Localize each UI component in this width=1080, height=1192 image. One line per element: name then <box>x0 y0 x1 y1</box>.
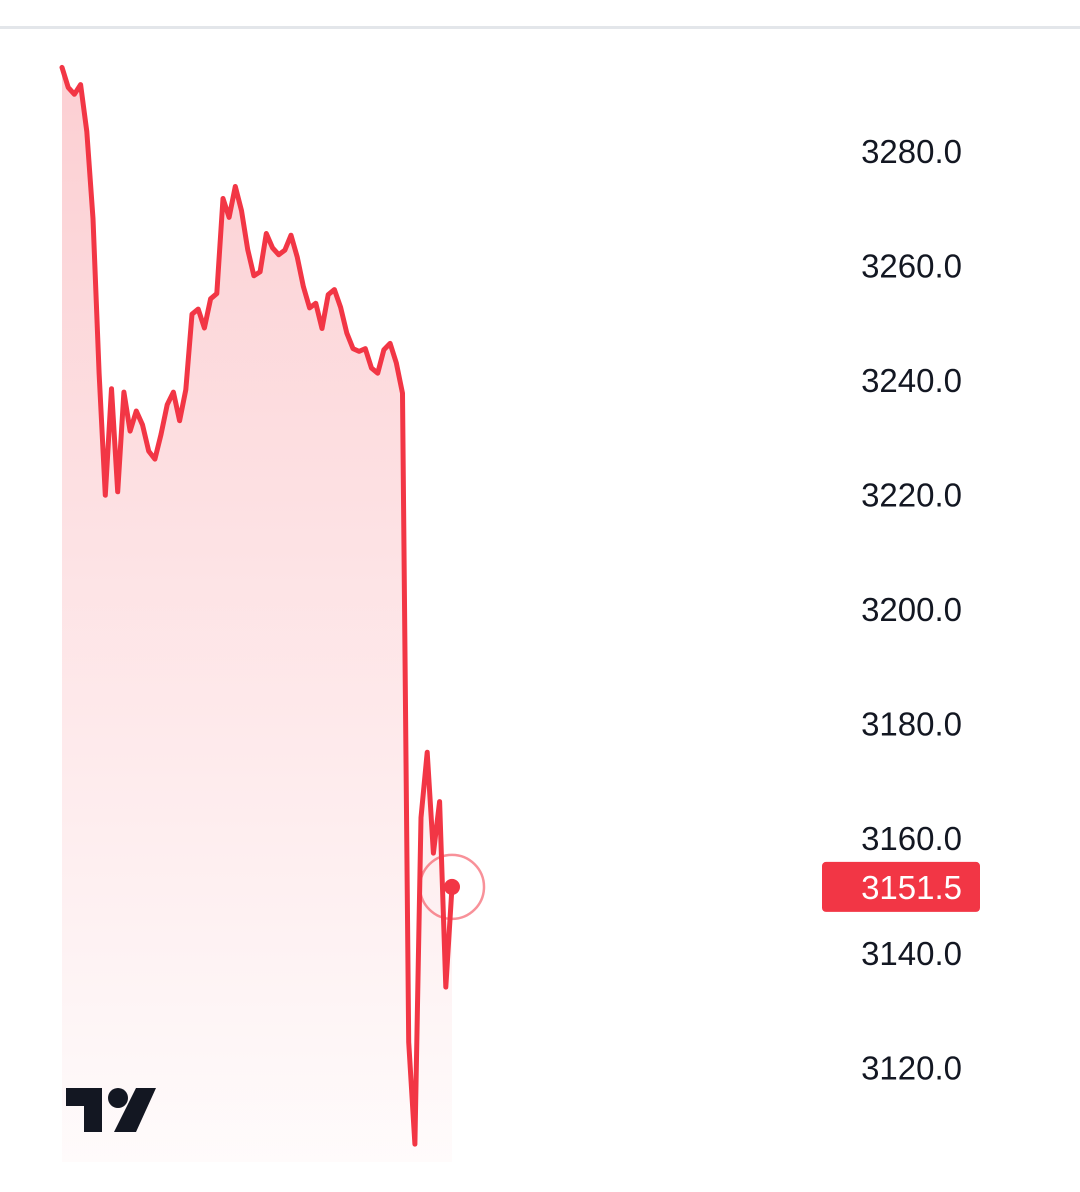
top-divider <box>0 26 1080 29</box>
last-price-label: 3151.5 <box>822 861 980 912</box>
y-tick-label: 3280.0 <box>861 133 962 170</box>
y-tick-label: 3140.0 <box>861 935 962 972</box>
y-tick-label: 3180.0 <box>861 706 962 743</box>
tradingview-logo-dot <box>108 1088 128 1108</box>
last-point-ring <box>418 853 486 921</box>
tradingview-logo-t <box>66 1088 102 1132</box>
last-price-marker[interactable] <box>418 853 486 921</box>
series-area-fill <box>62 67 452 1162</box>
last-price-value: 3151.5 <box>861 869 962 906</box>
y-tick-label: 3220.0 <box>861 477 962 514</box>
series-line[interactable] <box>59 64 455 1147</box>
y-axis-labels: 3280.0 3260.0 3240.0 3220.0 3200.0 3180.0 3160… <box>861 133 962 1086</box>
y-tick-label: 3240.0 <box>861 362 962 399</box>
y-tick-label: 3200.0 <box>861 591 962 628</box>
last-price-badge <box>822 861 980 912</box>
y-tick-label: 3260.0 <box>861 248 962 285</box>
y-tick-label: 3120.0 <box>861 1049 962 1086</box>
tradingview-logo-v <box>114 1088 156 1132</box>
tradingview-logo[interactable] <box>66 1088 156 1132</box>
last-point-dot <box>444 878 460 895</box>
y-tick-label: 3160.0 <box>861 820 962 857</box>
